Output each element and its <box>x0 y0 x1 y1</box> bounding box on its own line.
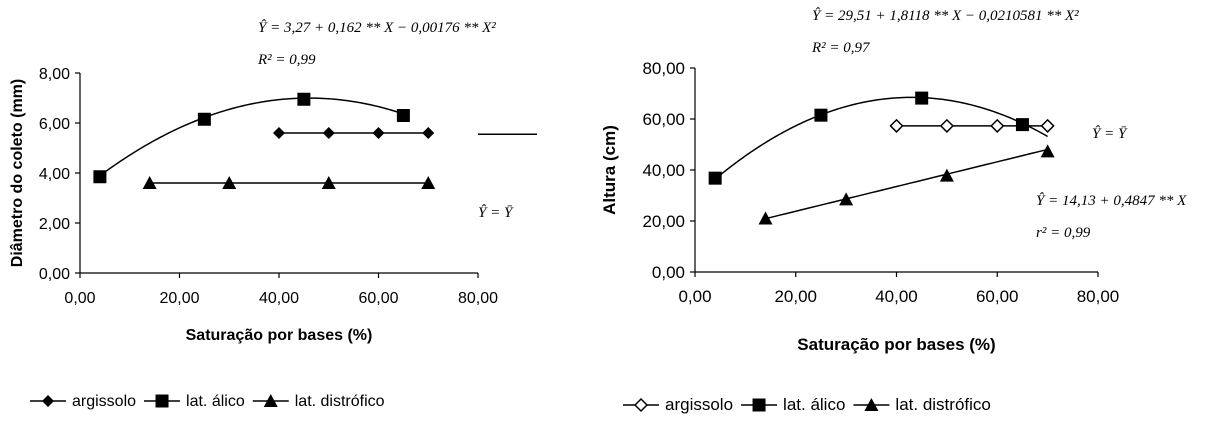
data-point <box>421 176 436 189</box>
data-point <box>372 127 385 139</box>
data-point <box>322 127 335 139</box>
equation-annotation: Ŷ = 3,27 + 0,162 ** X − 0,00176 ** X² <box>258 19 496 36</box>
series-line <box>714 96 1048 180</box>
legend-marker <box>633 397 649 413</box>
x-tick-label: 40,00 <box>259 290 299 307</box>
y-tick-label: 2,00 <box>39 216 70 233</box>
legend-item: lat. álico <box>741 395 845 414</box>
data-point <box>1015 118 1029 132</box>
legend-item: argissolo <box>30 393 136 410</box>
y-tick-label: 8,00 <box>39 66 70 83</box>
equation-annotation: r² = 0,99 <box>1036 225 1091 241</box>
data-point <box>1040 118 1055 133</box>
series-2 <box>708 91 1048 185</box>
series-3 <box>758 144 1055 225</box>
y-tick-label: 6,00 <box>39 116 70 133</box>
legend-label: lat. álico <box>783 395 845 414</box>
x-tick-label: 40,00 <box>875 287 918 306</box>
legend: argissolo lat. álico lat. distrófico <box>623 395 991 414</box>
y-tick-label: 80,00 <box>642 59 685 78</box>
y-tick-label: 60,00 <box>642 110 685 129</box>
chart-2: 0,00 20,00 40,00 60,00 80,00 0,00 20,00 40,00 60… <box>600 7 1187 414</box>
equation-annotation: Ŷ = Ȳ <box>478 204 514 221</box>
data-point <box>990 118 1005 133</box>
y-tick-label: 4,00 <box>39 166 70 183</box>
x-axis-label: Saturação por bases (%) <box>186 327 373 344</box>
equation-annotation: Ŷ = 29,51 + 1,8118 ** X − 0,0210581 ** X… <box>812 7 1079 24</box>
legend-item: lat. distrófico <box>252 393 385 410</box>
data-point <box>1040 144 1055 158</box>
equation-annotation: R² = 0,99 <box>257 52 316 68</box>
data-point <box>889 118 904 133</box>
y-tick-label: 0,00 <box>39 266 70 283</box>
series-1 <box>889 118 1055 133</box>
data-point <box>297 92 311 106</box>
legend-label: argissolo <box>665 395 733 414</box>
series-line <box>99 97 404 177</box>
series-line <box>765 148 1048 220</box>
x-tick-label: 80,00 <box>458 290 498 307</box>
data-point <box>321 176 336 189</box>
legend-marker <box>864 398 879 411</box>
x-tick-label: 0,00 <box>678 287 711 306</box>
y-tick-label: 0,00 <box>652 263 685 282</box>
data-point <box>839 192 854 206</box>
equation-annotation: R² = 0,97 <box>811 40 871 56</box>
x-tick-label: 20,00 <box>774 287 817 306</box>
data-point <box>814 108 828 122</box>
y-axis-label: Altura (cm) <box>600 125 619 215</box>
x-tick-label: 60,00 <box>358 290 398 307</box>
data-point <box>915 91 929 105</box>
x-tick-label: 20,00 <box>159 290 199 307</box>
legend-marker <box>155 394 169 408</box>
legend: argissolo lat. álico lat. distrófico <box>30 393 385 410</box>
legend-label: lat. álico <box>186 393 245 410</box>
data-point <box>939 168 954 182</box>
series-1 <box>273 127 435 139</box>
legend-marker <box>263 394 278 407</box>
data-point <box>396 109 410 122</box>
equation-annotation: Ŷ = Ȳ <box>1092 125 1128 142</box>
data-point <box>197 112 211 126</box>
legend-item: argissolo <box>623 395 733 414</box>
legend-label: lat. distrófico <box>895 395 990 414</box>
legend-marker <box>42 395 54 407</box>
data-point <box>758 211 773 225</box>
chart-1: 0,00 2,00 4,00 6,00 8,00 0,00 20,00 40,00 60,00 8… <box>9 19 537 410</box>
data-point <box>708 171 722 185</box>
data-point <box>142 176 157 189</box>
y-tick-label: 40,00 <box>642 161 685 180</box>
data-point <box>422 127 435 139</box>
x-tick-label: 80,00 <box>1077 287 1120 306</box>
y-tick-label: 20,00 <box>642 212 685 231</box>
equation-annotation: Ŷ = 14,13 + 0,4847 ** X <box>1036 192 1187 209</box>
legend-item: lat. álico <box>144 393 245 410</box>
legend-label: argissolo <box>72 393 136 410</box>
x-axis-label: Saturação por bases (%) <box>797 335 995 354</box>
x-tick-label: 0,00 <box>64 290 95 307</box>
series-3 <box>142 176 436 189</box>
data-point <box>273 127 285 139</box>
data-point <box>93 170 107 184</box>
legend-marker <box>752 398 766 412</box>
data-point <box>939 118 954 133</box>
series-2 <box>93 92 410 184</box>
y-axis-label: Diâmetro do coleto (mm) <box>9 79 26 267</box>
legend-label: lat. distrófico <box>295 393 385 410</box>
data-point <box>222 176 237 189</box>
legend-item: lat. distrófico <box>853 395 991 414</box>
x-tick-label: 60,00 <box>976 287 1019 306</box>
